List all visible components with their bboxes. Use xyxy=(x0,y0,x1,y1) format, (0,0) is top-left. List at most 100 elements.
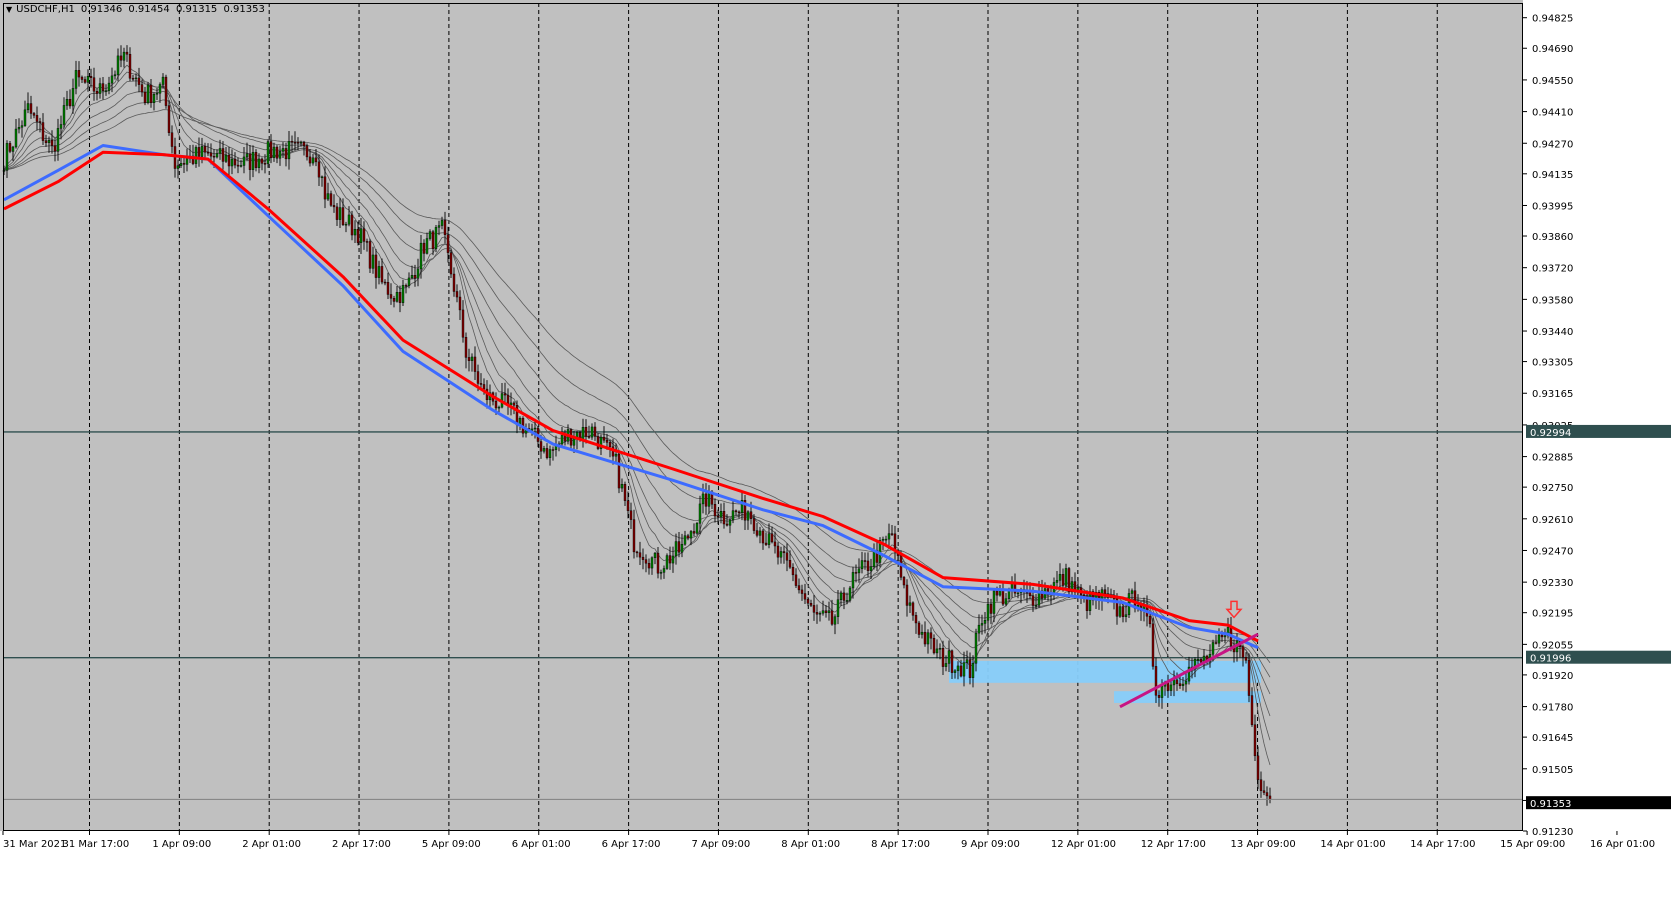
x-tick-label: 14 Apr 01:00 xyxy=(1320,839,1385,850)
candle-body xyxy=(212,155,216,158)
candle-body xyxy=(533,427,537,430)
candle-body xyxy=(914,615,918,624)
candle-body xyxy=(635,551,639,554)
candle-body xyxy=(1220,634,1224,638)
y-tick-label: 0.92885 xyxy=(1532,453,1573,464)
candle-body xyxy=(779,551,783,558)
candle-body xyxy=(392,298,396,302)
candle-body xyxy=(71,88,75,107)
ohlc-close: 0.91353 xyxy=(223,4,265,15)
candle-body xyxy=(1253,724,1257,757)
candle-body xyxy=(62,105,66,125)
candle-body xyxy=(1262,790,1266,793)
candle-body xyxy=(1211,642,1215,655)
ohlc-open: 0.91346 xyxy=(80,4,123,15)
candle-body xyxy=(848,587,852,601)
y-tick-label: 0.93995 xyxy=(1532,201,1573,212)
candle-body xyxy=(599,436,603,449)
candle-body xyxy=(122,51,126,61)
candle-body xyxy=(494,401,498,409)
candle-body xyxy=(884,538,888,541)
candle-body xyxy=(455,291,459,298)
candle-body xyxy=(422,242,426,254)
candle-body xyxy=(725,523,729,526)
candle-body xyxy=(41,122,45,141)
candle-body xyxy=(68,99,72,107)
candle-body xyxy=(638,552,642,558)
candle-body xyxy=(1001,590,1005,605)
y-tick-label: 0.93720 xyxy=(1532,264,1573,275)
candle-body xyxy=(182,163,186,165)
sell-signal-arrow-icon xyxy=(1225,600,1243,619)
demand-zone-1 xyxy=(949,660,1261,683)
candle-body xyxy=(1055,580,1059,583)
candle-body xyxy=(287,141,291,160)
candle-body xyxy=(866,560,870,571)
collapse-arrow-icon[interactable]: ▼ xyxy=(6,5,13,14)
candle-body xyxy=(764,542,768,545)
y-tick-label: 0.94690 xyxy=(1532,44,1573,55)
candle-body xyxy=(644,559,648,564)
candle-body xyxy=(302,142,306,146)
candle-body xyxy=(737,511,741,514)
candle-body xyxy=(386,282,390,295)
candle-body xyxy=(224,154,228,162)
candle-body xyxy=(29,103,33,114)
candle-body xyxy=(656,552,660,574)
candle-body xyxy=(1160,685,1164,698)
candle-body xyxy=(1016,592,1020,595)
candle-body xyxy=(65,99,69,106)
candle-body xyxy=(761,530,765,544)
candle-body xyxy=(629,510,633,520)
candle-body xyxy=(404,285,408,287)
candle-body xyxy=(98,83,102,94)
y-tick-label: 0.92195 xyxy=(1532,609,1573,620)
candle-body xyxy=(728,519,732,526)
candle-body xyxy=(773,541,777,547)
x-tick-label: 12 Apr 17:00 xyxy=(1141,839,1206,850)
candle-body xyxy=(35,115,39,122)
x-tick-label: 31 Mar 17:00 xyxy=(63,839,130,850)
candle-body xyxy=(1061,574,1065,586)
y-tick-label: 0.92470 xyxy=(1532,546,1573,557)
candle-body xyxy=(602,436,606,441)
candle-body xyxy=(14,128,18,148)
candle-body xyxy=(275,146,279,159)
candle-body xyxy=(374,254,378,278)
candle-body xyxy=(194,147,198,164)
candle-body xyxy=(872,550,876,567)
candle-body xyxy=(806,599,810,604)
price-label-box xyxy=(1526,424,1671,438)
candle-body xyxy=(869,566,873,571)
candle-body xyxy=(782,551,786,554)
x-tick-label: 2 Apr 01:00 xyxy=(242,839,301,850)
candle-body xyxy=(986,603,990,621)
candle-body xyxy=(992,590,996,614)
candle-body xyxy=(704,493,708,507)
candle-body xyxy=(371,254,375,269)
candle-body xyxy=(89,76,93,78)
candle-body xyxy=(1244,657,1248,661)
candle-body xyxy=(608,442,612,447)
candle-body xyxy=(890,533,894,535)
candle-body xyxy=(308,156,312,164)
candle-body xyxy=(842,592,846,601)
candle-body xyxy=(827,610,831,613)
candle-body xyxy=(1058,574,1062,581)
y-tick-label: 0.93580 xyxy=(1532,295,1573,306)
candle-body xyxy=(152,94,156,104)
candle-body xyxy=(293,142,297,144)
candle-body xyxy=(1265,792,1269,797)
candle-body xyxy=(1118,606,1122,617)
candle-body xyxy=(215,153,219,158)
x-tick-label: 2 Apr 17:00 xyxy=(332,839,391,850)
candle-body xyxy=(221,148,225,162)
candle-body xyxy=(1082,594,1086,596)
candle-body xyxy=(407,277,411,286)
candle-body xyxy=(218,148,222,154)
candle-body xyxy=(368,241,372,269)
candle-body xyxy=(44,140,48,143)
candle-body xyxy=(755,530,759,536)
